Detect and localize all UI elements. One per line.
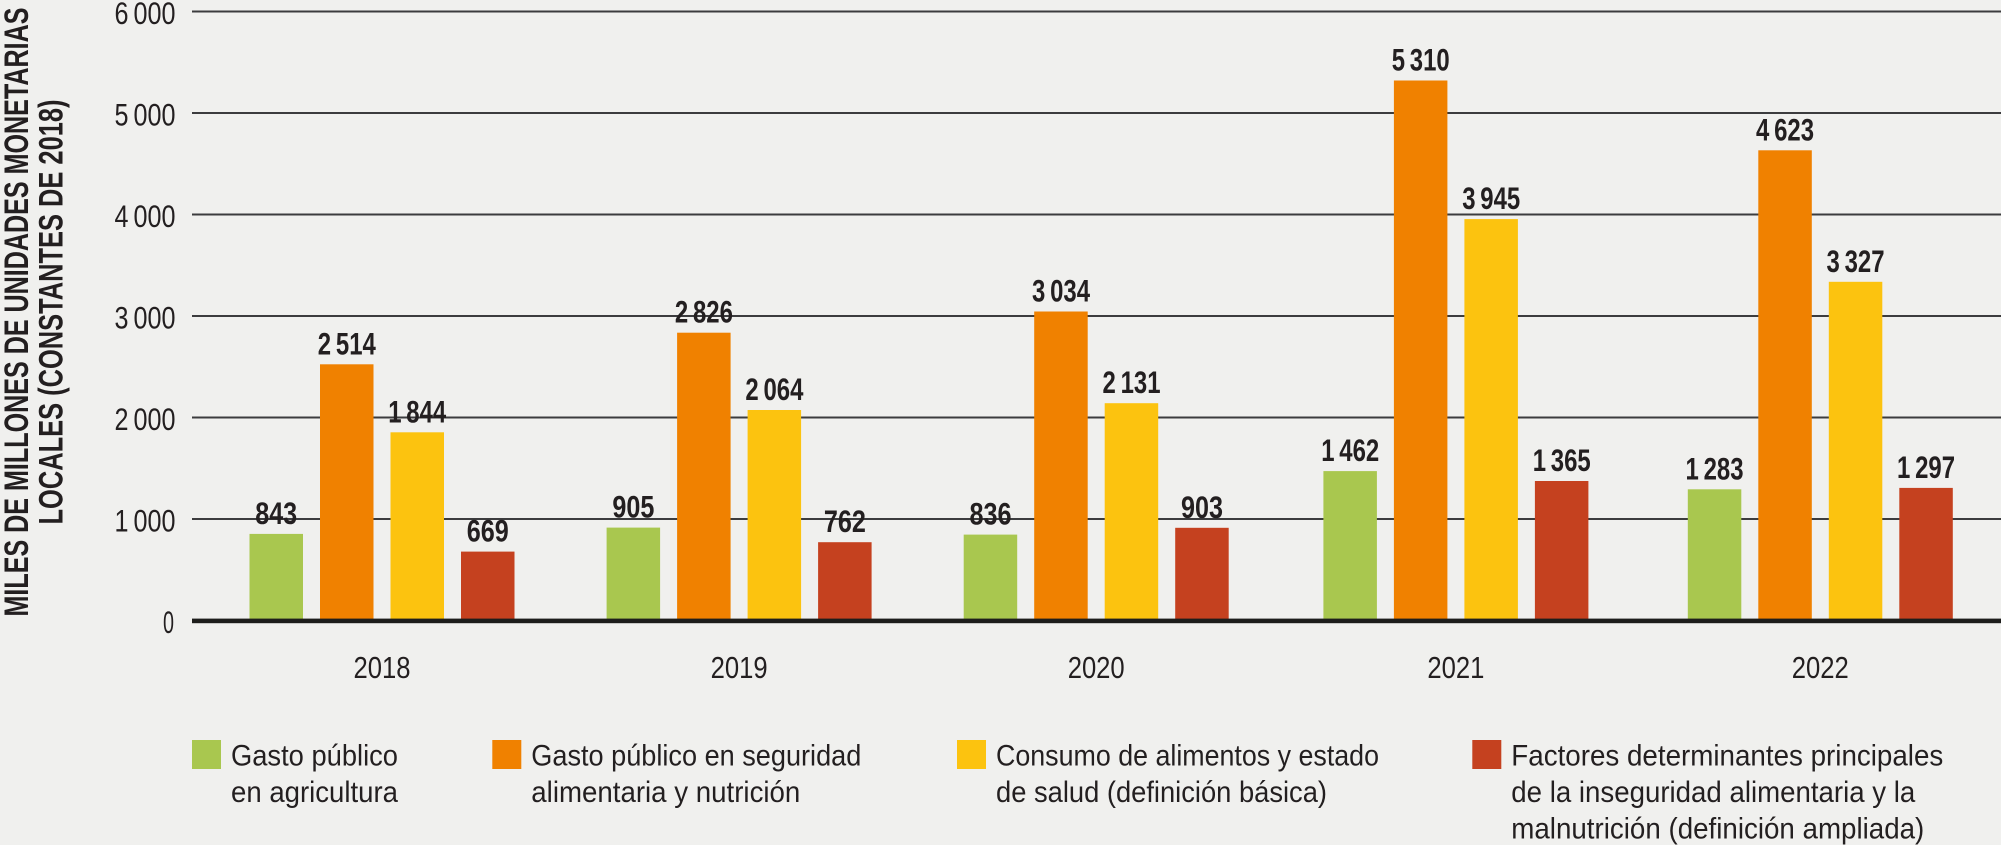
svg-text:en agricultura: en agricultura bbox=[231, 776, 398, 809]
svg-text:1 462: 1 462 bbox=[1321, 432, 1379, 468]
svg-text:1 297: 1 297 bbox=[1897, 449, 1955, 485]
svg-text:3 034: 3 034 bbox=[1032, 273, 1090, 309]
svg-text:alimentaria y nutrición: alimentaria y nutrición bbox=[531, 776, 800, 809]
svg-text:836: 836 bbox=[970, 496, 1012, 532]
svg-text:3 000: 3 000 bbox=[115, 299, 176, 335]
svg-text:4 000: 4 000 bbox=[115, 198, 176, 234]
svg-text:905: 905 bbox=[612, 489, 654, 525]
svg-text:3 327: 3 327 bbox=[1827, 243, 1885, 279]
svg-text:2 131: 2 131 bbox=[1103, 364, 1161, 400]
svg-text:MILES DE MILLONES DE UNIDADES: MILES DE MILLONES DE UNIDADES MONETARIAS bbox=[0, 8, 36, 617]
svg-text:1 365: 1 365 bbox=[1533, 442, 1591, 478]
svg-text:903: 903 bbox=[1181, 489, 1223, 525]
svg-text:2018: 2018 bbox=[354, 650, 411, 685]
svg-text:762: 762 bbox=[824, 503, 866, 539]
svg-text:2020: 2020 bbox=[1068, 650, 1125, 685]
svg-text:1 000: 1 000 bbox=[115, 502, 176, 538]
svg-text:2 826: 2 826 bbox=[675, 294, 733, 330]
svg-text:2 000: 2 000 bbox=[115, 401, 176, 437]
svg-text:6 000: 6 000 bbox=[115, 0, 176, 31]
svg-text:2019: 2019 bbox=[711, 650, 768, 685]
svg-text:5 310: 5 310 bbox=[1392, 42, 1450, 78]
svg-text:Gasto público en seguridad: Gasto público en seguridad bbox=[531, 740, 861, 773]
svg-text:Consumo de alimentos y estado: Consumo de alimentos y estado bbox=[996, 740, 1379, 773]
svg-text:2021: 2021 bbox=[1427, 650, 1484, 685]
svg-text:843: 843 bbox=[255, 495, 297, 531]
svg-text:4 623: 4 623 bbox=[1756, 111, 1814, 147]
svg-text:2 064: 2 064 bbox=[745, 371, 803, 407]
svg-text:669: 669 bbox=[467, 513, 509, 549]
svg-text:1 844: 1 844 bbox=[388, 393, 446, 429]
svg-text:0: 0 bbox=[163, 604, 174, 640]
svg-text:de salud (definición básica): de salud (definición básica) bbox=[996, 776, 1327, 809]
svg-text:malnutrición (definición ampli: malnutrición (definición ampliada) bbox=[1511, 813, 1924, 845]
svg-text:Factores determinantes princip: Factores determinantes principales bbox=[1511, 740, 1943, 773]
svg-text:1 283: 1 283 bbox=[1686, 450, 1744, 486]
svg-text:LOCALES (CONSTANTES DE 2018): LOCALES (CONSTANTES DE 2018) bbox=[33, 100, 71, 525]
svg-text:3 945: 3 945 bbox=[1462, 180, 1520, 216]
svg-text:Gasto público: Gasto público bbox=[231, 740, 398, 773]
svg-text:5 000: 5 000 bbox=[115, 96, 176, 132]
svg-text:de la inseguridad alimentaria: de la inseguridad alimentaria y la bbox=[1511, 776, 1915, 809]
svg-text:2 514: 2 514 bbox=[318, 325, 376, 361]
svg-text:2022: 2022 bbox=[1792, 650, 1849, 685]
